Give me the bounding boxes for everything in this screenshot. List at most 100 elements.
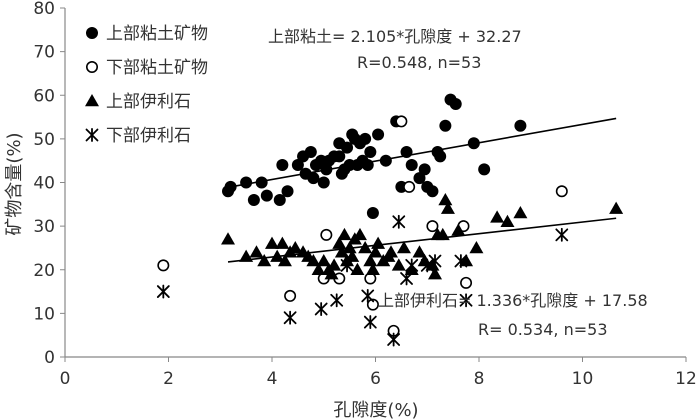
data-point-series-3: [387, 332, 401, 347]
data-point-series-2: [342, 240, 357, 254]
data-point-series-2: [275, 236, 290, 249]
data-point-series-1: [555, 185, 568, 198]
data-point-series-2: [257, 254, 272, 267]
data-point-series-2: [396, 240, 411, 254]
legend-label-2: 上部伊利石: [106, 92, 191, 112]
clay-stats-label: R=0.548, n=53: [357, 53, 481, 72]
data-point-series-3: [454, 254, 468, 268]
data-point-series-2: [513, 206, 528, 219]
data-point-series-1: [395, 115, 408, 128]
data-point-series-2: [265, 236, 279, 249]
data-point-series-2: [350, 262, 365, 275]
x-tick-label: 4: [267, 369, 278, 389]
data-point-series-2: [412, 245, 427, 258]
data-point-series-0: [478, 163, 491, 176]
y-tick-label: 30: [33, 217, 55, 237]
data-point-series-0: [405, 159, 418, 172]
data-point-series-2: [435, 227, 450, 241]
data-point-series-0: [514, 119, 527, 132]
x-tick-label: 0: [60, 369, 71, 389]
clay-equation-label: 上部粘土= 2.105*孔隙度 + 32.27: [268, 27, 522, 46]
data-point-series-3: [314, 302, 328, 316]
data-point-series-0: [413, 172, 426, 185]
data-point-series-2: [609, 201, 624, 214]
axes: 0 2 4 6 8 10 12 0 10 20 30 40 50 60 70 80: [33, 0, 696, 389]
trendline-0: [227, 117, 617, 189]
data-point-series-0: [434, 150, 447, 163]
data-point-series-2: [311, 262, 326, 275]
x-tick-label: 10: [572, 369, 594, 389]
data-point-series-0: [333, 150, 346, 163]
y-tick-label: 10: [33, 304, 55, 324]
data-point-series-1: [460, 276, 473, 289]
data-point-series-0: [255, 176, 268, 189]
data-point-series-0: [359, 132, 372, 145]
data-point-series-2: [249, 245, 264, 258]
data-point-series-2: [365, 262, 380, 275]
illite-equation-label: 上部伊利石= 1.336*孔隙度 + 17.58: [378, 291, 648, 310]
data-point-series-3: [400, 271, 413, 286]
data-point-series-2: [368, 245, 383, 258]
y-tick-label: 70: [33, 43, 55, 63]
data-point-series-2: [469, 240, 484, 254]
data-point-series-2: [381, 249, 396, 262]
data-point-series-2: [221, 232, 236, 245]
data-point-series-1: [284, 289, 297, 302]
data-point-series-1: [320, 228, 333, 241]
data-point-series-3: [156, 284, 170, 299]
data-point-series-2: [352, 227, 367, 241]
legend-marker-0: [86, 27, 98, 39]
data-point-series-0: [364, 145, 377, 158]
data-point-series-0: [247, 193, 260, 206]
data-point-series-0: [240, 176, 253, 189]
y-tick-label: 20: [33, 261, 55, 281]
annotations: 上部粘土= 2.105*孔隙度 + 32.27 R=0.548, n=53 上部…: [268, 27, 648, 339]
legend-marker-1: [86, 60, 99, 73]
data-point-series-2: [239, 249, 254, 262]
data-point-series-2: [306, 254, 321, 267]
data-point-series-2: [334, 245, 349, 258]
data-point-series-2: [500, 214, 515, 228]
legend-marker-3: [85, 128, 99, 142]
data-point-series-0: [281, 185, 294, 198]
data-point-series-3: [405, 258, 419, 273]
data-point-series-2: [451, 223, 466, 236]
data-point-series-2: [345, 249, 360, 262]
data-point-series-1: [366, 298, 379, 311]
data-point-series-2: [332, 236, 347, 249]
data-point-series-2: [277, 254, 292, 267]
data-point-series-0: [372, 128, 385, 141]
data-point-series-0: [317, 176, 330, 189]
data-point-series-2: [288, 240, 303, 254]
data-point-series-3: [330, 293, 344, 308]
data-point-series-0: [439, 119, 452, 132]
data-point-series-2: [438, 192, 453, 206]
data-point-series-0: [341, 141, 354, 154]
data-point-series-0: [273, 193, 286, 206]
data-point-series-2: [337, 227, 352, 241]
data-point-series-3: [340, 258, 354, 273]
y-tick-label: 60: [33, 86, 55, 106]
data-point-series-0: [291, 159, 304, 172]
x-tick-label: 2: [163, 369, 174, 389]
y-tick-label: 40: [33, 174, 55, 194]
data-point-series-2: [490, 210, 505, 223]
data-point-series-2: [371, 236, 386, 249]
data-point-series-0: [304, 145, 317, 158]
x-tick-label: 8: [474, 369, 485, 389]
data-point-series-2: [440, 201, 455, 214]
y-axis-title: 矿物含量(%): [4, 132, 25, 235]
data-point-series-3: [283, 310, 297, 325]
y-tick-label: 0: [44, 348, 55, 368]
x-tick-label: 6: [370, 369, 381, 389]
legend-label-1: 下部粘土矿物: [106, 58, 208, 78]
data-point-series-2: [324, 267, 339, 280]
data-point-series-1: [157, 259, 170, 272]
data-point-series-0: [418, 163, 431, 176]
data-point-series-2: [391, 258, 406, 271]
data-points: [156, 93, 624, 347]
data-point-series-0: [307, 172, 320, 185]
data-point-series-0: [379, 154, 392, 167]
